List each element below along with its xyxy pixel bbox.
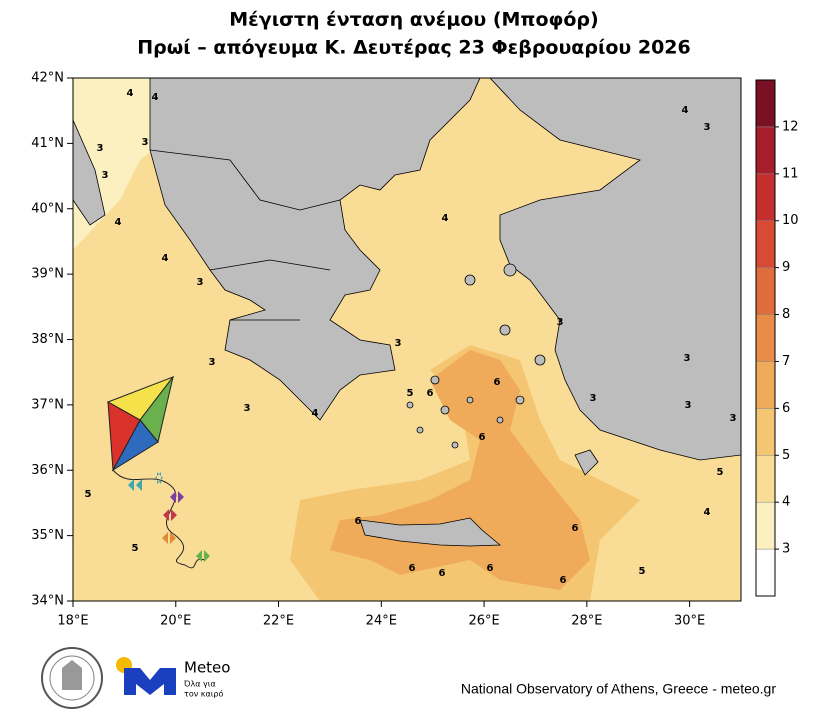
contour-label: 3	[197, 277, 204, 288]
lon-tick-label: 30°E	[674, 614, 705, 629]
land-rhodes	[574, 449, 599, 476]
lon-tick-label: 18°E	[57, 614, 88, 629]
contour-label: 5	[717, 467, 724, 478]
contour-label: 5	[407, 388, 414, 399]
land-turkey	[489, 78, 741, 461]
lon-tick-label: 28°E	[571, 614, 602, 629]
lat-tick-label: 42°N	[31, 71, 64, 86]
contour-label: 3	[730, 413, 737, 424]
contour-label: 3	[97, 143, 104, 154]
lat-tick-label: 37°N	[31, 397, 64, 412]
contour-label: 6	[494, 377, 501, 388]
colorbar-frame	[755, 79, 776, 597]
colorbar-label: 6	[782, 401, 790, 416]
meteo-logo: Meteo Όλα για τον καιρό	[116, 657, 230, 699]
islands	[406, 263, 546, 449]
contour-label: 3	[684, 353, 691, 364]
lon-tick-label: 22°E	[263, 614, 294, 629]
contour-label: 6	[439, 568, 446, 579]
colorbar-label: 10	[782, 213, 799, 228]
colorbar-label: 5	[782, 448, 790, 463]
contour-label: 4	[704, 507, 711, 518]
colorbar-label: 7	[782, 354, 790, 369]
lat-tick-label: 41°N	[31, 136, 64, 151]
lat-tick-label: 34°N	[31, 594, 64, 609]
lon-tick-label: 26°E	[468, 614, 499, 629]
contour-label: 6	[355, 516, 362, 527]
lat-tick-label: 38°N	[31, 332, 64, 347]
contour-label: 4	[152, 92, 159, 103]
colorbar-label: 12	[782, 119, 799, 134]
colorbar-bin	[755, 455, 776, 503]
contour-label: 3	[395, 338, 402, 349]
contour-label: 6	[409, 563, 416, 574]
colorbar-bin	[755, 220, 776, 268]
observatory-seal	[41, 647, 103, 709]
contour-label: 5	[639, 566, 646, 577]
lon-tick-label: 20°E	[160, 614, 191, 629]
contour-label: 3	[704, 122, 711, 133]
contour-label: 4	[162, 253, 169, 264]
contour-label: 3	[209, 357, 216, 368]
logo-slogan: τον καιρό	[184, 689, 223, 699]
title-line: Πρωί – απόγευμα Κ. Δευτέρας 23 Φεβρουαρί…	[137, 37, 691, 59]
colorbar-label: 8	[782, 307, 790, 322]
colorbar-bin	[755, 126, 776, 175]
field-3-4	[73, 78, 300, 230]
lon-tick-label: 24°E	[366, 614, 397, 629]
contour-label: 3	[557, 317, 564, 328]
colorbar-bin	[755, 501, 776, 550]
footer: National Observatory of Athens, Greece -…	[461, 681, 776, 697]
colorbar: 3 4 5 6 7 8 9 10 11 12	[755, 79, 799, 597]
lat-tick-label: 35°N	[31, 528, 64, 543]
contour-label: 4	[312, 408, 319, 419]
colorbar-label: 11	[782, 166, 799, 181]
borders	[149, 149, 341, 321]
contour-label: 3	[142, 137, 149, 148]
land-crete	[359, 517, 502, 547]
colorbar-bin	[755, 173, 776, 221]
lat-tick-label: 40°N	[31, 201, 64, 216]
contour-label: 6	[487, 563, 494, 574]
lat-tick-label: 39°N	[31, 267, 64, 282]
contour-label: 3	[102, 170, 109, 181]
contour-label: 3	[590, 393, 597, 404]
logo-slogan: Όλα για	[183, 679, 216, 689]
contour-label: 4	[115, 217, 122, 228]
colorbar-label: 4	[782, 495, 790, 510]
contour-label: 5	[132, 543, 139, 554]
contour-label: 4	[127, 88, 134, 99]
lat-tick-label: 36°N	[31, 463, 64, 478]
contour-label: 6	[427, 388, 434, 399]
contour-label: 4	[682, 105, 689, 116]
kite	[106, 375, 210, 569]
contour-label: 6	[560, 575, 567, 586]
colorbar-bin	[755, 361, 776, 409]
contour-label: 3	[685, 400, 692, 411]
colorbar-bin	[755, 314, 776, 362]
contour-label: 5	[85, 489, 92, 500]
title-line: Μέγιστη ένταση ανέμου (Μποφόρ)	[229, 9, 598, 31]
map: 4 4 3 3 3 4 4 3 3 3 4 5 5 6 6 6 6 6 5 6 6 6 6 5 4 3 4 3 3 3 4 3 3 3 5	[73, 78, 741, 601]
contour-labels: 4 4 3 3 3 4 4 3 3 3 4 5 5 6 6 6 6 6 5 6 6 6 6 5 4 3 4 3 3 3 4 3 3 3 5	[85, 88, 737, 586]
logo-name: Meteo	[184, 659, 230, 677]
contour-label: 3	[244, 403, 251, 414]
colorbar-label: 9	[782, 260, 790, 275]
colorbar-bin	[755, 408, 776, 456]
contour-label: 4	[442, 213, 449, 224]
colorbar-label: 3	[782, 542, 790, 557]
colorbar-bin	[755, 79, 776, 128]
colorbar-bin	[755, 267, 776, 315]
contour-label: 6	[479, 432, 486, 443]
colorbar-bin	[755, 548, 776, 597]
axes: 34°N 35°N 36°N 37°N 38°N 39°N 40°N 41°N 42°N 18°E…	[31, 71, 705, 629]
contour-label: 6	[572, 523, 579, 534]
land-italy	[73, 119, 106, 226]
